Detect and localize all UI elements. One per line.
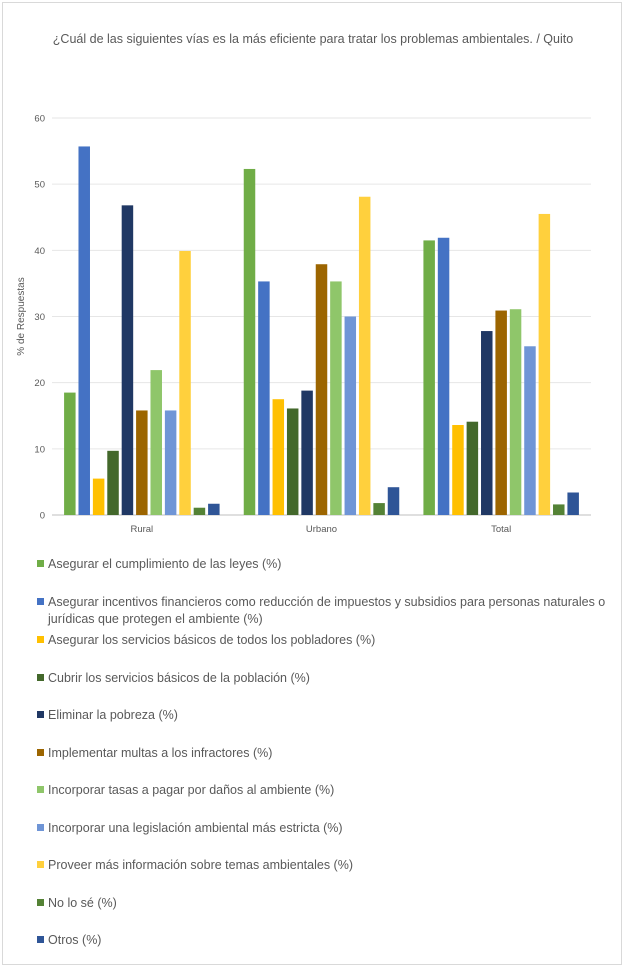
y-tick-label: 50 <box>34 180 45 191</box>
y-tick-label: 30 <box>34 312 45 323</box>
legend-item: Implementar multas a los infractores (%) <box>37 745 622 762</box>
bar <box>495 310 507 515</box>
bar <box>64 392 76 515</box>
legend-swatch <box>37 898 44 906</box>
bar <box>78 146 90 515</box>
legend-swatch <box>37 936 44 943</box>
bar <box>509 309 522 515</box>
x-tick-label: Total <box>491 524 511 535</box>
legend-item: Eliminar la pobreza (%) <box>37 707 622 724</box>
legend-item: Proveer más información sobre temas ambi… <box>37 857 622 874</box>
legend-label: Otros (%) <box>48 933 102 947</box>
bar <box>258 281 270 515</box>
bar <box>524 346 536 515</box>
y-tick-label: 0 <box>40 511 45 522</box>
legend-swatch <box>37 748 44 756</box>
legend-swatch <box>37 673 44 681</box>
bar <box>136 410 148 515</box>
legend-label: Cubrir los servicios básicos de la pobla… <box>48 670 310 685</box>
legend-label: Incorporar una legislación ambiental más… <box>48 820 343 835</box>
y-tick-label: 10 <box>34 444 45 455</box>
bar <box>423 240 435 516</box>
legend-label: No lo sé (%) <box>48 895 117 910</box>
bar <box>92 478 105 515</box>
legend-label: Asegurar los servicios básicos de todos … <box>48 633 376 647</box>
bar <box>193 507 206 515</box>
bar-chart: 0 10 20 30 40 50 60 % de Respuestas Rural Urbano T… <box>16 114 591 535</box>
legend-label: Implementar multas a los infractores (%) <box>48 745 273 760</box>
y-tick-label: 60 <box>34 114 45 125</box>
bar <box>208 503 220 515</box>
bar <box>553 504 565 515</box>
bar <box>466 421 479 515</box>
legend-item: Asegurar el cumplimiento de las leyes (%… <box>37 556 622 573</box>
legend-swatch <box>37 597 44 605</box>
bar <box>344 316 357 515</box>
bar <box>301 390 313 515</box>
x-tick-label: Rural <box>130 524 153 535</box>
bar <box>150 370 162 515</box>
legend-label: Asegurar el cumplimiento de las leyes (%… <box>48 557 282 571</box>
legend-label: Asegurar incentivos financieros como red… <box>48 594 606 626</box>
bar <box>373 503 385 515</box>
bar <box>315 264 328 515</box>
bar <box>437 237 450 516</box>
bar <box>387 487 400 515</box>
legend-swatch <box>37 711 44 718</box>
bar <box>243 168 256 515</box>
legend-item: Asegurar incentivos financieros como red… <box>37 594 622 628</box>
chart-legend: Asegurar el cumplimiento de las leyes (%… <box>37 556 622 970</box>
legend-label: Incorporar tasas a pagar por daños al am… <box>48 783 335 797</box>
bar <box>358 196 371 515</box>
legend-swatch <box>37 823 44 831</box>
legend-item: Incorporar tasas a pagar por daños al am… <box>37 782 622 799</box>
bar <box>179 250 191 515</box>
legend-item: Asegurar los servicios básicos de todos … <box>37 632 622 649</box>
bar <box>164 410 177 515</box>
chart-title: ¿Cuál de las siguientes vías es la más e… <box>52 32 574 46</box>
legend-swatch <box>37 560 44 567</box>
bar <box>538 213 551 516</box>
legend-item: Incorporar una legislación ambiental más… <box>37 820 622 837</box>
bar <box>286 408 299 515</box>
bar <box>567 492 579 515</box>
y-tick-label: 40 <box>34 246 45 257</box>
bar <box>107 450 119 515</box>
bar <box>452 425 464 515</box>
bar <box>330 281 342 515</box>
y-tick-label: 20 <box>34 378 45 389</box>
legend-item: Otros (%) <box>37 932 622 949</box>
legend-item: No lo sé (%) <box>37 895 622 912</box>
legend-item: Cubrir los servicios básicos de la pobla… <box>37 670 622 687</box>
legend-swatch <box>37 636 44 643</box>
bar <box>121 205 134 515</box>
bar <box>481 331 493 515</box>
legend-label: Eliminar la pobreza (%) <box>48 708 178 722</box>
legend-swatch <box>37 786 44 793</box>
legend-swatch <box>37 861 44 868</box>
x-tick-label: Urbano <box>306 524 337 535</box>
bar <box>272 399 285 515</box>
legend-label: Proveer más información sobre temas ambi… <box>48 858 353 872</box>
y-axis-title: % de Respuestas <box>16 277 27 355</box>
